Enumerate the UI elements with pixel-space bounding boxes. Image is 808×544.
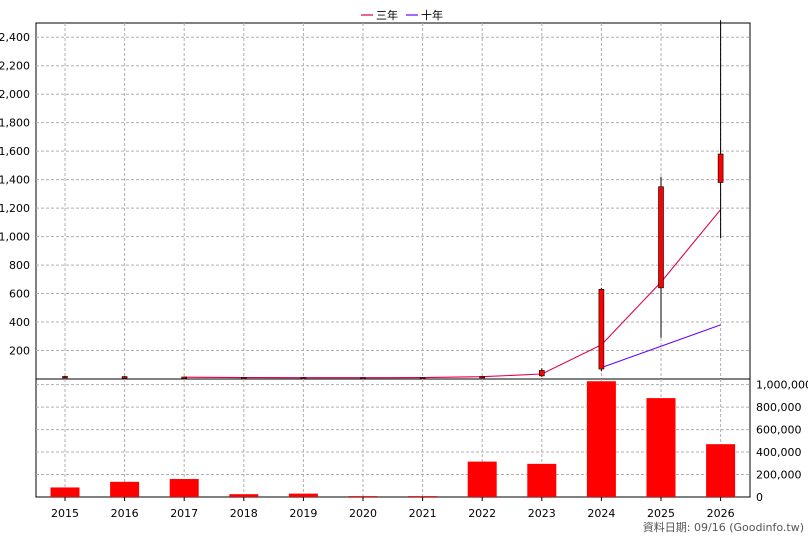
candle-body [538, 370, 545, 377]
x-tick-label: 2018 [230, 507, 258, 520]
price-panel: 200 400 600 800 1,000 1,200 1,400 1,600 1,800 2,0… [0, 20, 751, 380]
x-tick-label: 2020 [349, 507, 377, 520]
volume-y-axis: 0 200,000 400,000 600,000 800,000 1,000,000 [756, 379, 808, 504]
candle-body [717, 153, 724, 183]
volume-grid [36, 379, 750, 497]
x-tick-label: 2025 [647, 507, 675, 520]
volume-tick-label: 600,000 [756, 424, 802, 437]
price-tick-label: 400 [9, 316, 30, 329]
price-tick-label: 1,200 [0, 202, 30, 215]
volume-bar [467, 461, 497, 497]
ma-line-3y [184, 209, 722, 379]
candle-body [62, 376, 68, 379]
volume-bar [706, 444, 736, 497]
x-tick-label: 2017 [170, 507, 198, 520]
price-panel-frame [35, 22, 751, 380]
volume-panel: 0 200,000 400,000 600,000 800,000 1,000,000 [35, 378, 808, 504]
ma-line-10y [601, 324, 721, 369]
price-grid [36, 23, 750, 379]
volume-tick-label: 0 [756, 491, 763, 504]
volume-tick-label: 400,000 [756, 446, 802, 459]
x-tick-label: 2016 [111, 507, 139, 520]
volume-bar [229, 494, 259, 497]
candle-body [181, 376, 187, 379]
moving-average-lines [184, 209, 722, 379]
x-tick-label: 2022 [468, 507, 496, 520]
x-tick-label: 2024 [587, 507, 615, 520]
price-tick-label: 1,600 [0, 145, 30, 158]
price-tick-label: 200 [9, 345, 30, 358]
volume-bar [348, 496, 378, 497]
price-tick-label: 1,800 [0, 117, 30, 130]
price-tick-label: 600 [9, 288, 30, 301]
volume-tick-label: 1,000,000 [756, 379, 808, 392]
price-tick-label: 2,200 [0, 60, 30, 73]
volume-bar [408, 496, 438, 497]
candle-body [598, 288, 605, 370]
volume-tick-label: 200,000 [756, 469, 802, 482]
price-tick-label: 1,400 [0, 174, 30, 187]
x-tick-label: 2026 [707, 507, 735, 520]
x-tick-label: 2021 [409, 507, 437, 520]
volume-bar [169, 479, 199, 497]
footer-date-note: 資料日期: 09/16 (Goodinfo.tw) [643, 520, 804, 534]
volume-bar [288, 493, 318, 497]
x-tick-label: 2019 [289, 507, 317, 520]
x-tick-label: 2023 [528, 507, 556, 520]
price-y-axis: 200 400 600 800 1,000 1,200 1,400 1,600 1,800 2,0… [0, 31, 30, 357]
price-tick-label: 800 [9, 259, 30, 272]
volume-tick-label: 800,000 [756, 401, 802, 414]
candle-body [658, 186, 664, 289]
legend-label-10y: 十年 [421, 8, 443, 22]
volume-bar [646, 398, 676, 497]
candle-body [121, 376, 128, 379]
price-tick-label: 1,000 [0, 231, 30, 244]
volume-bars [50, 381, 736, 497]
volume-bar [527, 463, 557, 497]
candle-body [479, 376, 486, 379]
volume-bar [50, 487, 80, 497]
legend: 三年 十年 [361, 8, 443, 22]
x-tick-label: 2015 [51, 507, 79, 520]
volume-bar [110, 481, 140, 497]
price-tick-label: 2,400 [0, 31, 30, 44]
price-tick-label: 2,000 [0, 88, 30, 101]
volume-bar [586, 381, 616, 497]
volume-panel-frame [35, 378, 751, 498]
candlesticks [62, 20, 724, 380]
legend-label-3y: 三年 [376, 8, 398, 22]
x-axis: 2015 2016 2017 2018 2019 2020 2021 2022 2023 2024… [51, 497, 735, 520]
